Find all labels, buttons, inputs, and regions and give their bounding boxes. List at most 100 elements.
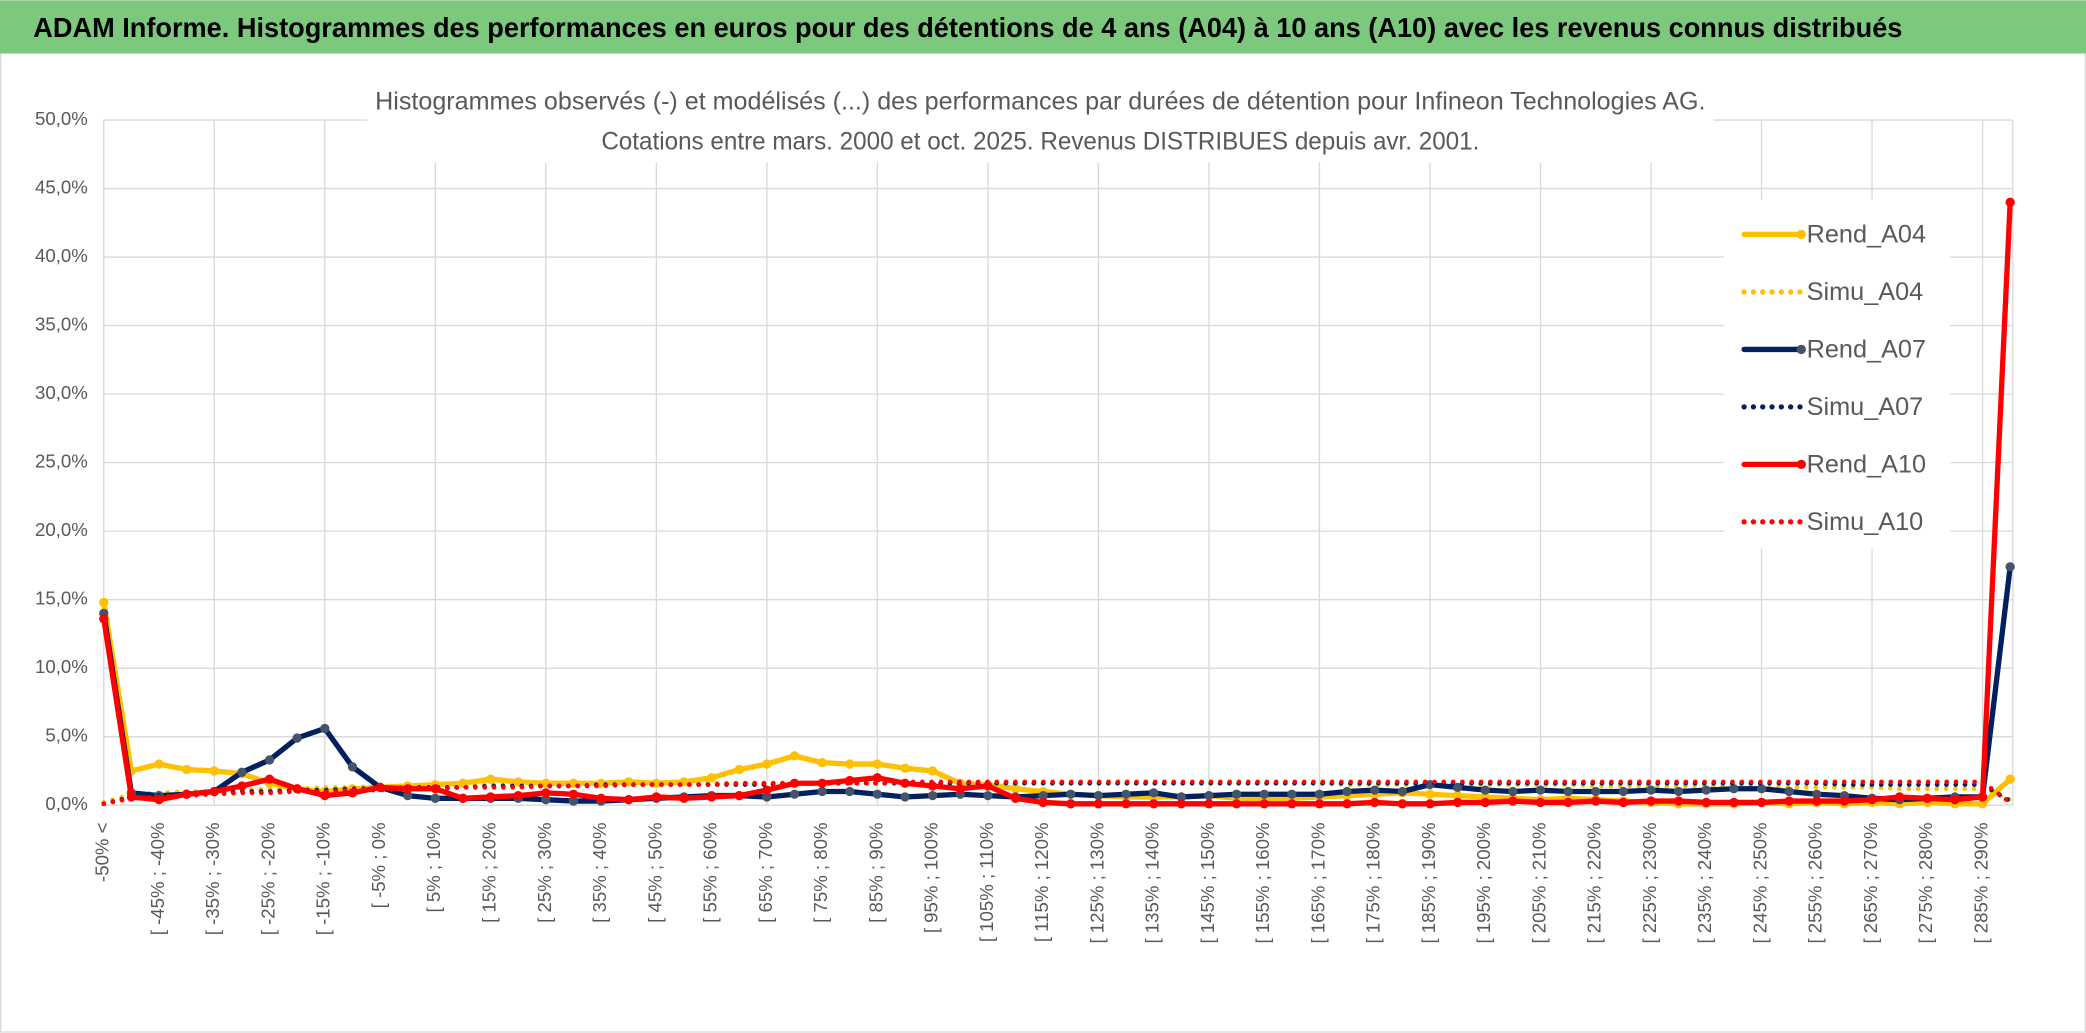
point [403, 784, 413, 794]
point [1259, 789, 1269, 799]
x-tick-label: [ 135% ; 140% [1142, 822, 1163, 943]
point [734, 764, 744, 775]
point [1480, 797, 1490, 808]
point [1977, 792, 1988, 802]
x-tick-label: [ 85% ; 90% [865, 822, 886, 922]
point [983, 790, 993, 801]
x-tick-label: [ -5% ; 0% [368, 822, 389, 908]
point [1867, 795, 1877, 805]
point [1673, 786, 1684, 797]
point [1314, 799, 1325, 809]
point [2005, 562, 2015, 572]
point [1452, 797, 1463, 808]
legend-box [1724, 199, 1951, 549]
point [1370, 785, 1380, 795]
point [1894, 792, 1905, 802]
x-tick-label: [ -45% ; -40% [147, 822, 168, 935]
point [1149, 799, 1159, 809]
point [706, 773, 717, 783]
legend-label: Rend_A10 [1807, 450, 1926, 478]
point [1149, 788, 1159, 798]
point [1425, 789, 1435, 799]
point [1480, 785, 1490, 795]
point [624, 795, 634, 805]
point [485, 792, 496, 802]
point [2005, 774, 2015, 784]
point [1010, 784, 1021, 794]
legend-label: Simu_A04 [1807, 278, 1924, 306]
y-tick-label: 5,0% [45, 725, 87, 746]
x-tick-label: [ 245% ; 250% [1749, 822, 1770, 943]
point [99, 597, 109, 608]
point [237, 767, 247, 777]
x-tick-label: [ 55% ; 60% [700, 822, 721, 922]
y-tick-label: 0,0% [45, 793, 87, 814]
point [817, 758, 827, 768]
legend-marker [1796, 459, 1806, 470]
point [983, 781, 993, 791]
point [789, 778, 800, 788]
point [237, 781, 247, 791]
point [1231, 799, 1242, 809]
legend-label: Rend_A07 [1807, 335, 1926, 363]
point [1618, 786, 1629, 797]
point [264, 755, 275, 765]
point [99, 614, 109, 624]
x-tick-label: [ 225% ; 230% [1639, 822, 1660, 943]
y-tick-label: 10,0% [35, 656, 88, 677]
series-line [101, 564, 2013, 804]
point [734, 790, 744, 801]
x-tick-label: -50% < [92, 822, 113, 881]
point [817, 786, 827, 797]
point [181, 764, 192, 775]
x-tick-label: [ -25% ; -20% [257, 822, 278, 935]
point [1287, 799, 1297, 809]
point [596, 793, 606, 803]
x-tick-label: [ 165% ; 170% [1307, 822, 1328, 943]
point [1010, 793, 1021, 803]
point [927, 790, 938, 801]
point [292, 733, 302, 743]
point [1784, 786, 1794, 797]
point [2005, 197, 2015, 207]
point [1176, 799, 1186, 809]
x-tick-label: [ 185% ; 190% [1418, 822, 1439, 943]
point [872, 773, 883, 783]
point [347, 762, 358, 772]
point [845, 786, 855, 797]
point [1038, 797, 1048, 808]
point [1452, 790, 1463, 801]
point [458, 793, 468, 803]
x-tick-label: [ -35% ; -30% [202, 822, 223, 935]
point [264, 774, 275, 784]
point [1508, 796, 1518, 806]
point [1729, 797, 1739, 808]
legend-label: Rend_A04 [1807, 220, 1926, 248]
x-tick-label: [ 155% ; 160% [1252, 822, 1273, 943]
point [679, 793, 689, 803]
x-tick-label: [ 25% ; 30% [534, 822, 555, 922]
point [1756, 784, 1767, 794]
point [430, 793, 440, 803]
y-tick-label: 35,0% [35, 314, 88, 335]
point [1397, 786, 1407, 797]
x-tick-label: [ 115% ; 120% [1031, 822, 1052, 942]
point [1591, 786, 1601, 797]
point [1287, 789, 1297, 799]
point [513, 790, 523, 801]
point [900, 763, 910, 773]
y-tick-label: 20,0% [35, 519, 88, 540]
point [762, 759, 772, 769]
header-title: ADAM Informe. Histogrammes des performan… [33, 12, 1902, 43]
point [1093, 790, 1104, 801]
point [872, 789, 883, 799]
x-tick-label: [ 15% ; 20% [478, 822, 499, 922]
point [1121, 799, 1131, 809]
point [1397, 799, 1407, 809]
x-tick-label: [ 205% ; 210% [1528, 822, 1549, 943]
x-tick-label: [ 285% ; 290% [1970, 822, 1991, 943]
point [706, 792, 717, 802]
point [1204, 790, 1214, 801]
point [1204, 799, 1214, 809]
